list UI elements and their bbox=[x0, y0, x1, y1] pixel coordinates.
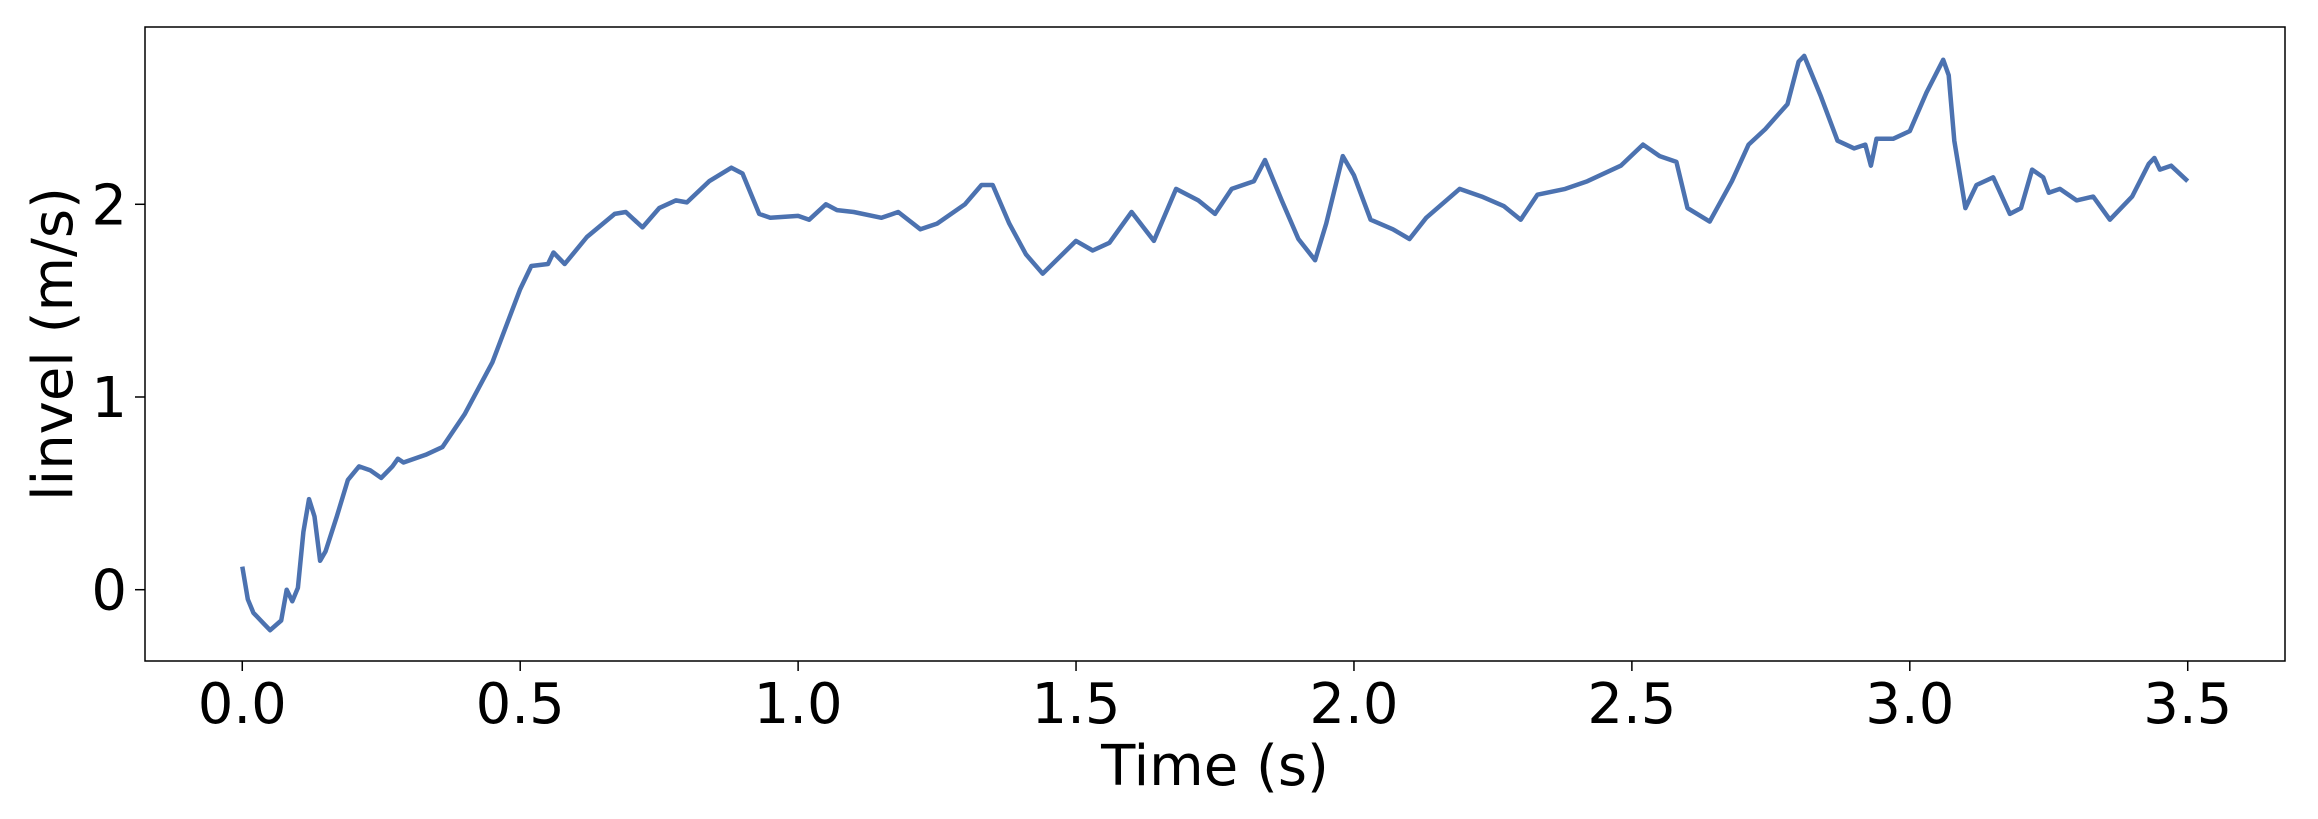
x-tick-label: 1.0 bbox=[754, 672, 843, 737]
x-tick-label: 0.5 bbox=[476, 672, 565, 737]
x-tick-label: 2.0 bbox=[1309, 672, 1398, 737]
x-tick-label: 3.0 bbox=[1865, 672, 1954, 737]
x-axis-label: Time (s) bbox=[1100, 734, 1329, 799]
y-axis-label: linvel (m/s) bbox=[21, 187, 86, 501]
y-tick-label: 2 bbox=[91, 173, 127, 238]
x-tick-label: 0.0 bbox=[198, 672, 287, 737]
y-tick-label: 1 bbox=[91, 366, 127, 431]
data-line bbox=[240, 53, 2190, 633]
x-tick-label: 3.5 bbox=[2143, 672, 2232, 737]
plot-frame bbox=[144, 26, 2286, 662]
x-tick-label: 2.5 bbox=[1587, 672, 1676, 737]
y-tick-label: 0 bbox=[91, 559, 127, 624]
x-tick-label: 1.5 bbox=[1032, 672, 1121, 737]
